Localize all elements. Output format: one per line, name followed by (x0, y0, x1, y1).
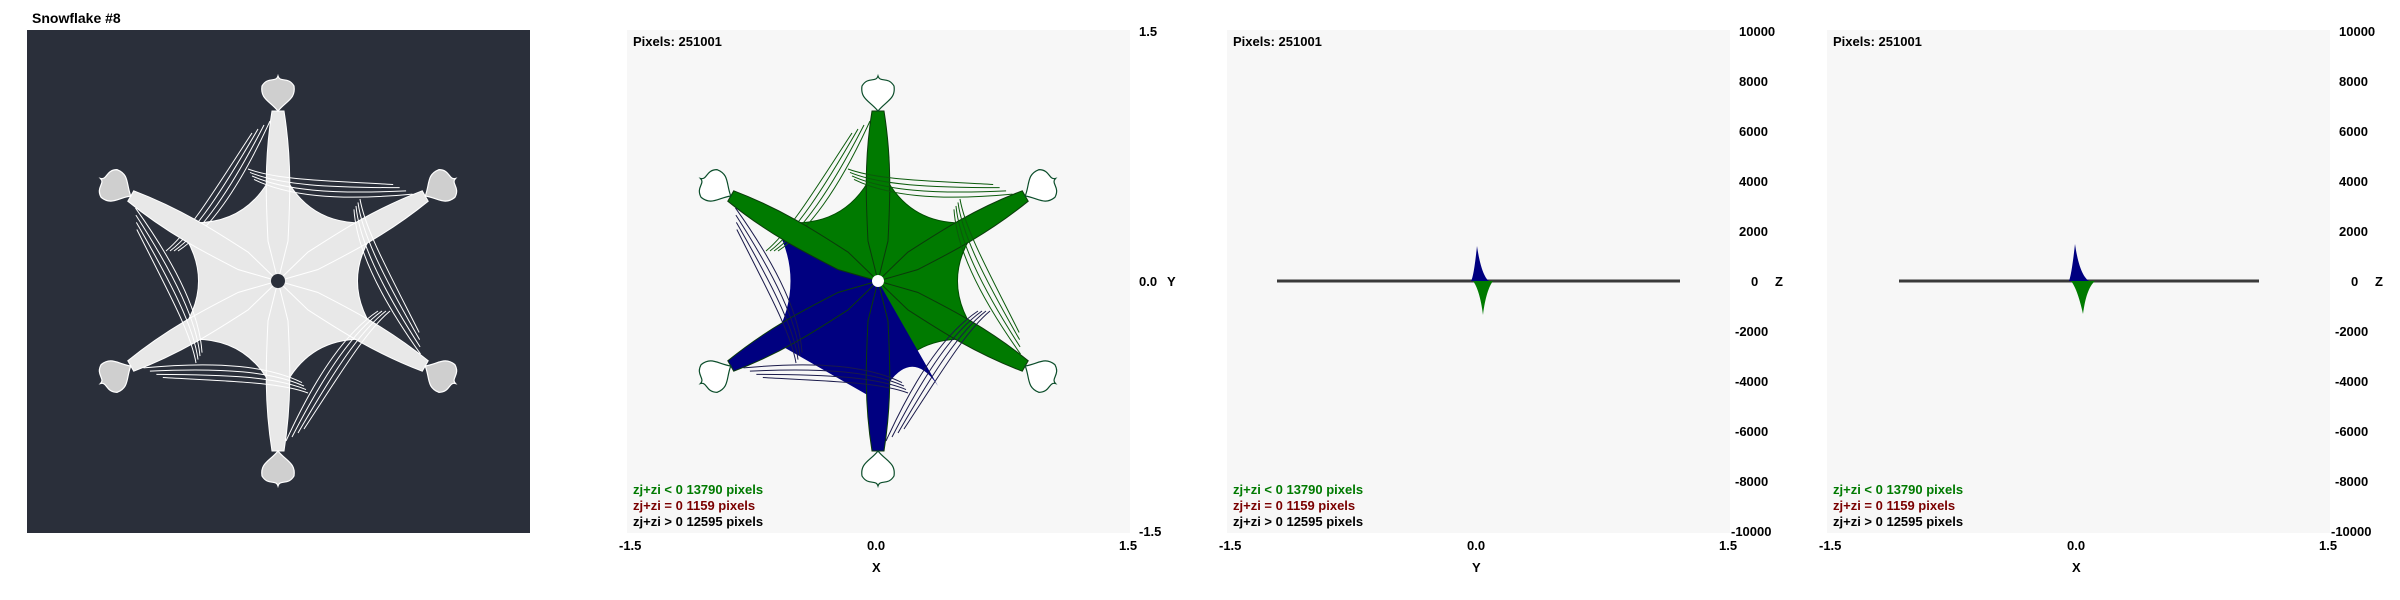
xy-snowflake-plot (698, 73, 1058, 489)
yz-projection-panel: Pixels: 251001 zj+zi < 0 13790 pixels zj… (1219, 24, 1783, 575)
center-dot (271, 274, 285, 288)
pixel-count: Pixels: 251001 (1233, 34, 1322, 49)
legend-positive: zj+zi > 0 12595 pixels (1833, 514, 1964, 529)
x-tick-min: -1.5 (619, 538, 642, 553)
x-tick-max: 1.5 (1719, 538, 1738, 553)
z-tick: -2000 (2335, 324, 2369, 339)
negative-peak (1473, 281, 1493, 315)
z-tick: 0 (1751, 274, 1759, 289)
window-title: Snowflake #8 (32, 10, 121, 26)
z-tick: 6000 (1739, 124, 1768, 139)
y-tick-mid: 0.0 (1139, 274, 1158, 289)
z-tick: -8000 (2335, 474, 2369, 489)
z-tick: 8000 (2339, 74, 2368, 89)
legend-positive: zj+zi > 0 12595 pixels (1233, 514, 1364, 529)
z-tick: -6000 (1735, 424, 1769, 439)
z-tick: -2000 (1735, 324, 1769, 339)
z-tick: 4000 (2339, 174, 2368, 189)
x-tick-mid: 0.0 (1467, 538, 1486, 553)
z-tick: -6000 (2335, 424, 2369, 439)
x-tick-max: 1.5 (1119, 538, 1138, 553)
pixel-count: Pixels: 251001 (1833, 34, 1922, 49)
snowflake-render (98, 73, 458, 489)
positive-region (878, 281, 938, 401)
z-tick: -8000 (1735, 474, 1769, 489)
z-tick: -4000 (2335, 374, 2369, 389)
snowflake-arm (861, 280, 991, 489)
legend-negative: zj+zi < 0 13790 pixels (633, 482, 764, 497)
z-tick: 2000 (2339, 224, 2368, 239)
x-tick-mid: 0.0 (867, 538, 886, 553)
legend-positive: zj+zi > 0 12595 pixels (633, 514, 764, 529)
z-axis-label: Z (2375, 274, 2383, 289)
positive-peak (1471, 246, 1489, 281)
snowflake-arm (765, 73, 895, 282)
snowflake-arm (165, 73, 295, 282)
z-axis-label: Z (1775, 274, 1783, 289)
z-tick: 4000 (1739, 174, 1768, 189)
x-axis-label: Y (1472, 560, 1481, 575)
legend-zero: zj+zi = 0 1159 pixels (633, 498, 756, 513)
snowflake-arm (277, 198, 458, 393)
snowflake-arm (261, 280, 391, 489)
snowflake-arm (98, 280, 309, 394)
positive-peak (2069, 244, 2089, 281)
xz-projection-panel: Pixels: 251001 zj+zi < 0 13790 pixels zj… (1819, 24, 2383, 575)
xy-projection-panel: Pixels: 251001 zj+zi < 0 13790 pixels zj… (619, 24, 1176, 575)
y-tick-max: 1.5 (1139, 24, 1158, 39)
z-tick: 0 (2351, 274, 2359, 289)
z-tick: 10000 (2339, 24, 2376, 39)
snowflake-arm (98, 169, 279, 364)
center-dot (872, 275, 884, 287)
negative-peak (2071, 281, 2095, 314)
snowflake-render-panel (27, 30, 530, 533)
x-axis-label: X (872, 560, 881, 575)
legend-negative: zj+zi < 0 13790 pixels (1233, 482, 1364, 497)
x-tick-min: -1.5 (1819, 538, 1842, 553)
snowflake-arm (877, 198, 1058, 393)
snowflake-arm (247, 168, 458, 282)
x-tick-max: 1.5 (2319, 538, 2338, 553)
z-tick: -10000 (2331, 524, 2372, 539)
x-axis-label: X (2072, 560, 2081, 575)
legend-zero: zj+zi = 0 1159 pixels (1833, 498, 1956, 513)
z-tick: 8000 (1739, 74, 1768, 89)
legend-negative: zj+zi < 0 13790 pixels (1833, 482, 1964, 497)
z-tick: 2000 (1739, 224, 1768, 239)
x-tick-mid: 0.0 (2067, 538, 2086, 553)
y-tick-min: -1.5 (1139, 524, 1162, 539)
snowflake-arm (698, 280, 909, 394)
z-tick: 10000 (1739, 24, 1776, 39)
x-tick-min: -1.5 (1219, 538, 1242, 553)
z-tick: 6000 (2339, 124, 2368, 139)
xz-profile-plot (1899, 244, 2259, 314)
z-tick: -4000 (1735, 374, 1769, 389)
snowflake-arm (698, 169, 879, 364)
yz-profile-plot (1277, 246, 1680, 315)
snowflake-arm (847, 168, 1058, 282)
legend-zero: zj+zi = 0 1159 pixels (1233, 498, 1356, 513)
z-tick: -10000 (1731, 524, 1772, 539)
y-axis-label: Y (1167, 274, 1176, 289)
pixel-count: Pixels: 251001 (633, 34, 722, 49)
